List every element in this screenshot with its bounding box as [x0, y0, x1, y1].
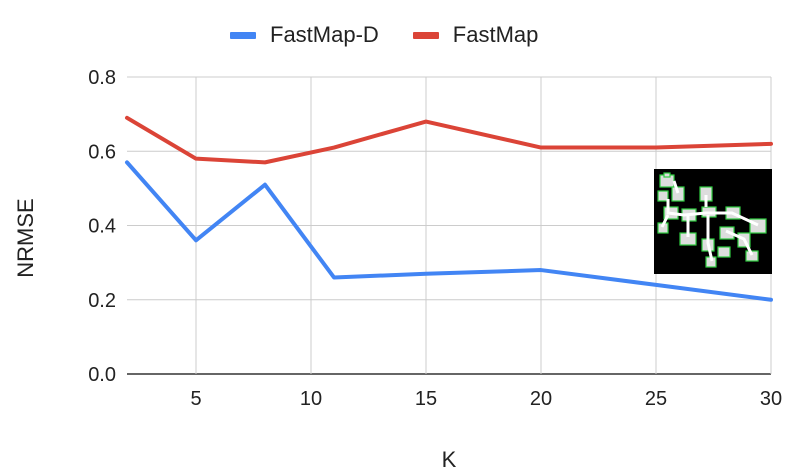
- legend-swatch-fastmap-d: [230, 31, 256, 39]
- x-tick-label: 25: [645, 388, 667, 410]
- y-tick-label: 0.2: [88, 290, 116, 312]
- legend-label-fastmap-d: FastMap-D: [270, 22, 379, 47]
- chart-legend: FastMap-D FastMap: [230, 22, 572, 48]
- y-tick-label: 0.0: [88, 364, 116, 386]
- grid-map-drawing: [657, 172, 767, 268]
- series-line-fastmap-d: [125, 160, 773, 302]
- legend-item-fastmap-d: FastMap-D: [230, 22, 379, 48]
- legend-item-fastmap: FastMap: [412, 22, 539, 48]
- legend-label-fastmap: FastMap: [452, 22, 539, 47]
- x-tick-label: 30: [760, 388, 782, 410]
- x-tick-label: 5: [190, 388, 201, 410]
- y-axis-title: NRMSE: [13, 198, 38, 278]
- y-tick-label: 0.4: [88, 216, 116, 238]
- x-tick-label: 20: [530, 388, 552, 410]
- grid-map-thumbnail-icon: [654, 169, 772, 274]
- y-tick-label: 0.6: [88, 141, 116, 163]
- y-tick-label: 0.8: [88, 67, 116, 89]
- x-tick-label: 10: [300, 388, 322, 410]
- x-axis-title: K: [441, 447, 457, 472]
- legend-swatch-fastmap: [412, 31, 439, 39]
- series-line-fastmap: [125, 115, 773, 165]
- x-tick-label: 15: [415, 388, 437, 410]
